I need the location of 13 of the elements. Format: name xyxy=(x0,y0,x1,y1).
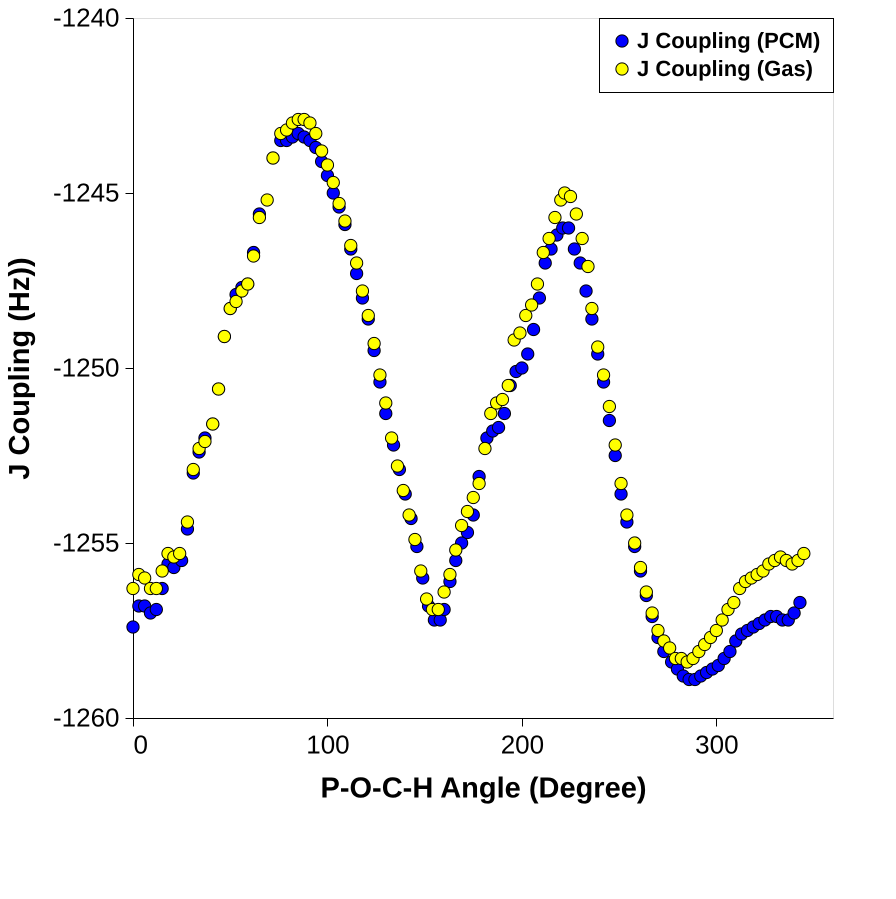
y-axis-title: J Coupling (Hz)) xyxy=(4,257,36,480)
y-tick-label: -1245 xyxy=(53,178,120,208)
y-tick-label: -1240 xyxy=(53,2,120,32)
x-tick-label: 100 xyxy=(306,730,350,760)
y-tick-label: -1255 xyxy=(53,528,120,558)
legend-label: J Coupling (Gas) xyxy=(637,56,813,81)
x-axis-title: P-O-C-H Angle (Degree) xyxy=(320,772,646,804)
y-tick-label: -1250 xyxy=(53,352,120,382)
y-tick-label: -1260 xyxy=(53,702,120,732)
x-tick-label: 0 xyxy=(134,730,148,760)
legend-label: J Coupling (PCM) xyxy=(637,28,820,53)
x-tick-label: 300 xyxy=(695,730,739,760)
x-tick-label: 200 xyxy=(500,730,544,760)
